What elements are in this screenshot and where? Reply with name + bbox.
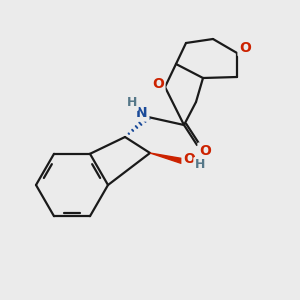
Text: O: O (239, 41, 251, 55)
Polygon shape (150, 153, 183, 164)
Text: O: O (183, 152, 195, 166)
Text: O: O (199, 144, 211, 158)
Text: H: H (127, 97, 137, 110)
Text: H: H (195, 158, 205, 172)
Text: O: O (152, 77, 164, 91)
Text: N: N (136, 106, 148, 120)
